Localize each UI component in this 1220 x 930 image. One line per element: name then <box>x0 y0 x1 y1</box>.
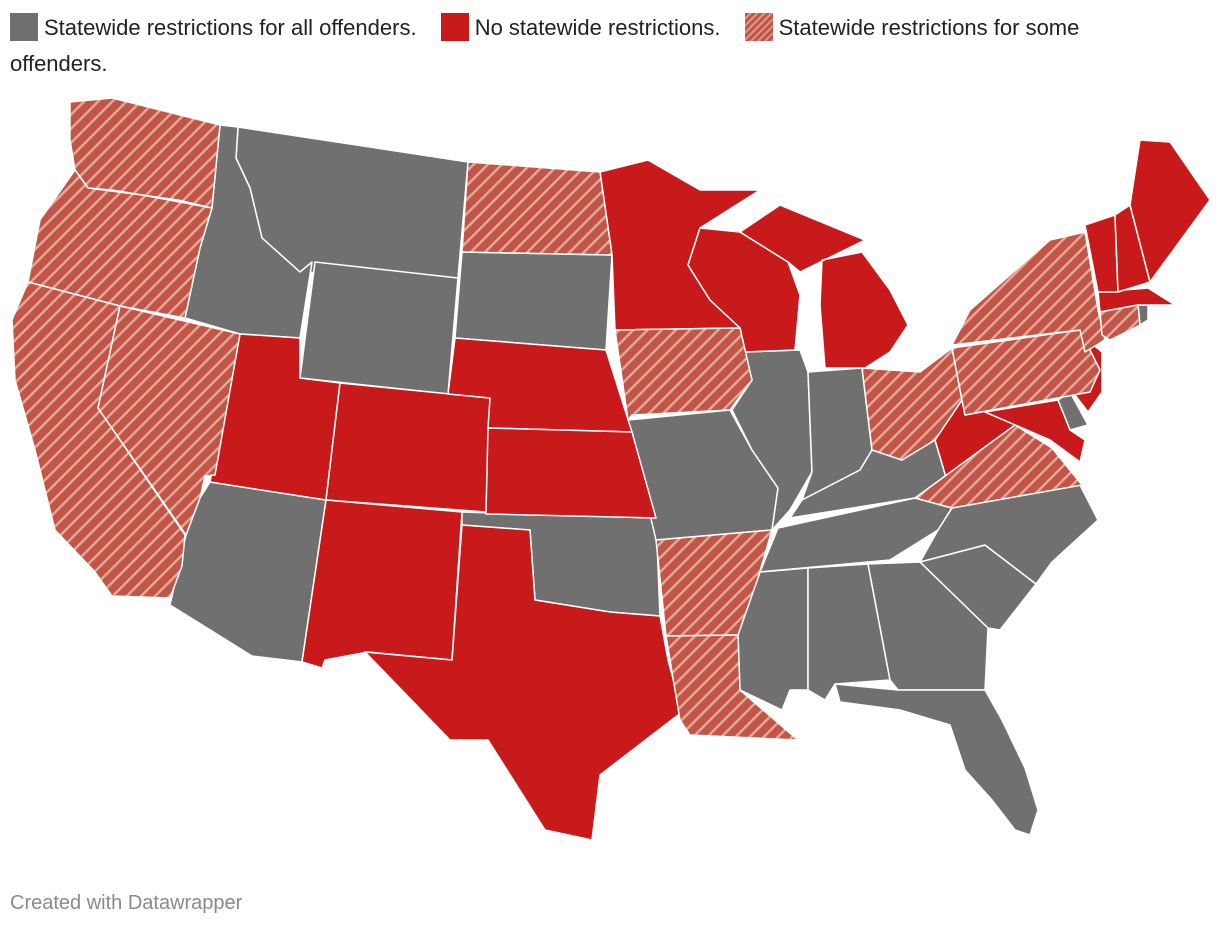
legend-swatch-all <box>10 13 38 41</box>
state-colorado[interactable] <box>325 382 491 513</box>
state-south-dakota[interactable] <box>454 251 613 351</box>
legend-item-none: No statewide restrictions. <box>440 13 721 41</box>
state-maine[interactable] <box>1129 139 1211 283</box>
datawrapper-credit: Created with Datawrapper <box>10 892 243 914</box>
state-kansas[interactable] <box>485 427 657 519</box>
state-virginia[interactable] <box>914 424 1083 509</box>
legend-swatch-some <box>744 13 773 41</box>
legend: Statewide restrictions for all offenders… <box>10 10 1200 82</box>
legend-item-all: Statewide restrictions for all offenders… <box>10 13 417 41</box>
state-arkansas[interactable] <box>655 529 773 637</box>
state-ohio[interactable] <box>861 347 963 461</box>
legend-swatch-none <box>440 13 469 41</box>
legend-label-none: No statewide restrictions. <box>474 15 721 40</box>
legend-label-all: Statewide restrictions for all offenders… <box>44 15 417 40</box>
state-texas[interactable] <box>364 524 683 841</box>
state-north-dakota[interactable] <box>461 161 613 256</box>
state-iowa[interactable] <box>614 327 753 421</box>
state-connecticut[interactable] <box>1099 304 1141 341</box>
state-michigan[interactable] <box>739 204 909 369</box>
state-maryland[interactable] <box>984 399 1086 463</box>
legend-label-some: Statewide restrictions for some offender… <box>10 15 1080 76</box>
state-florida[interactable] <box>834 683 1039 836</box>
state-new-york[interactable] <box>951 231 1106 353</box>
state-wyoming[interactable] <box>299 261 459 395</box>
state-nevada[interactable] <box>97 305 241 536</box>
state-oregon[interactable] <box>27 169 213 319</box>
state-new-mexico[interactable] <box>301 499 463 669</box>
state-louisiana[interactable] <box>665 634 799 741</box>
legend-item-some: Statewide restrictions for some offender… <box>10 13 1080 76</box>
